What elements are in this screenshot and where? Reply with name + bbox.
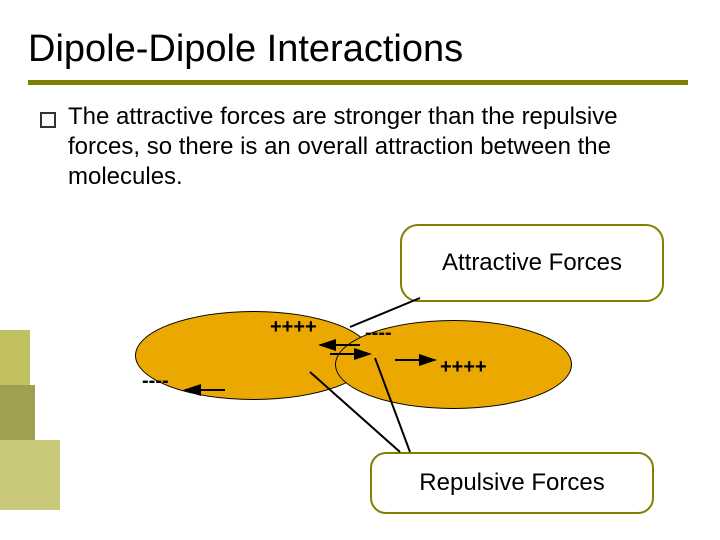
accent-block-3 — [0, 440, 60, 510]
bullet-marker — [40, 112, 56, 128]
callout-attractive: Attractive Forces — [400, 224, 664, 302]
bullet-text: The attractive forces are stronger than … — [68, 102, 688, 192]
charge-minus-left: ---- — [142, 370, 169, 393]
accent-block-2 — [0, 385, 35, 440]
title-underline — [28, 80, 688, 85]
callout-repulsive: Repulsive Forces — [370, 452, 654, 514]
charge-minus-right: ---- — [365, 322, 392, 345]
slide-title: Dipole-Dipole Interactions — [28, 28, 463, 71]
charge-plus-right: ++++ — [440, 356, 487, 379]
charge-plus-left: ++++ — [270, 316, 317, 339]
